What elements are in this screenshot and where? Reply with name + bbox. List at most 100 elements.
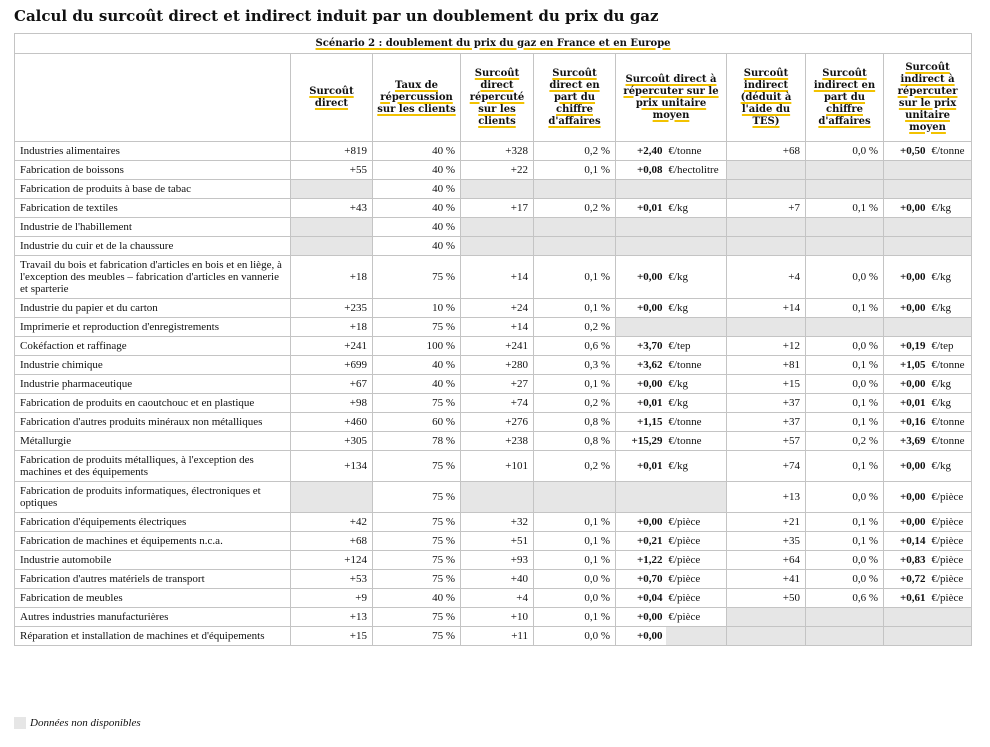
cell: 75 % [372, 512, 461, 532]
cell: +41 [726, 569, 806, 589]
cell: +1,05 [883, 355, 929, 375]
cell: €/pièce [665, 588, 727, 608]
cell: +0,01 [615, 450, 666, 482]
cell: +18 [290, 255, 373, 299]
cell: 60 % [372, 412, 461, 432]
table-row: Métallurgie +305 78 % +238 0,8 % +15,29 €/tonn… [14, 431, 973, 451]
cell: €/kg [928, 298, 973, 318]
cell: +21 [726, 512, 806, 532]
legend-swatch [14, 717, 26, 729]
column-header: Surcoût direct répercuté sur les clients [460, 53, 534, 142]
cell: 40 % [372, 217, 461, 237]
table-row: Fabrication de machines et équipements n… [14, 531, 973, 551]
cell: €/kg [665, 393, 727, 413]
cell: 0,1 % [805, 298, 884, 318]
cell: +0,14 [883, 531, 929, 551]
table-row: Fabrication d'équipements électriques +42… [14, 512, 973, 532]
cell: +3,69 [883, 431, 929, 451]
cell: 0,1 % [533, 531, 616, 551]
cell: 0,1 % [533, 374, 616, 394]
empty-cell [726, 160, 806, 180]
cell: +0,00 [615, 374, 666, 394]
cell: €/kg [928, 374, 973, 394]
column-header-text: Surcoût direct répercuté sur les clients [469, 67, 525, 127]
cell: €/pièce [928, 481, 973, 513]
row-label: Cokéfaction et raffinage [14, 336, 291, 356]
table-row: Fabrication de produits à base de tabac 4… [14, 179, 973, 199]
cell: €/tonne [665, 431, 727, 451]
cell: 0,1 % [805, 198, 884, 218]
table-row: Fabrication de textiles +43 40 % +17 0,2 % +0… [14, 198, 973, 218]
empty-cell [805, 160, 884, 180]
cell: €/tonne [928, 141, 973, 161]
cell: €/kg [665, 298, 727, 318]
cell: +0,16 [883, 412, 929, 432]
cell: 75 % [372, 550, 461, 570]
cell: 78 % [372, 431, 461, 451]
cell: €/pièce [665, 607, 727, 627]
column-header-text: Surcoût indirect en part du chiffre d'af… [813, 67, 876, 127]
empty-cell [928, 607, 973, 627]
cell: +134 [290, 450, 373, 482]
cell: +0,21 [615, 531, 666, 551]
table-row: Fabrication de meubles +9 40 % +4 0,0 % +0,04… [14, 588, 973, 608]
data-table: Scénario 2 : doublement du prix du gaz e… [13, 33, 973, 646]
column-header: Taux de répercussion sur les clients [372, 53, 461, 142]
empty-cell [533, 179, 616, 199]
cell: €/tonne [665, 141, 727, 161]
empty-cell [805, 626, 884, 646]
empty-cell [615, 236, 666, 256]
cell: €/tonne [665, 412, 727, 432]
empty-cell [726, 217, 806, 237]
row-label: Réparation et installation de machines e… [14, 626, 291, 646]
cell: +280 [460, 355, 534, 375]
cell: +0,83 [883, 550, 929, 570]
row-label: Fabrication de produits en caoutchouc et… [14, 393, 291, 413]
cell: +68 [290, 531, 373, 551]
cell: +1,22 [615, 550, 666, 570]
table-row: Industrie du cuir et de la chaussure 40 % [14, 236, 973, 256]
cell: €/pièce [928, 512, 973, 532]
empty-cell [805, 236, 884, 256]
cell: 75 % [372, 607, 461, 627]
empty-cell [883, 217, 929, 237]
cell: +37 [726, 393, 806, 413]
empty-cell [665, 481, 727, 513]
cell: 0,0 % [805, 569, 884, 589]
cell: 0,6 % [805, 588, 884, 608]
cell: +4 [460, 588, 534, 608]
empty-cell [883, 607, 929, 627]
empty-cell [883, 160, 929, 180]
table-row: Imprimerie et reproduction d'enregistrem… [14, 317, 973, 337]
table-row: Industries alimentaires +819 40 % +328 0,2 %… [14, 141, 973, 161]
row-label: Industrie de l'habillement [14, 217, 291, 237]
cell: €/pièce [928, 531, 973, 551]
cell: 10 % [372, 298, 461, 318]
empty-cell [726, 236, 806, 256]
row-label: Fabrication de produits à base de tabac [14, 179, 291, 199]
cell: 0,1 % [533, 512, 616, 532]
empty-cell [883, 236, 929, 256]
cell: +238 [460, 431, 534, 451]
cell: €/tonne [928, 412, 973, 432]
cell: +0,72 [883, 569, 929, 589]
cell: +17 [460, 198, 534, 218]
column-header-text: Surcoût indirect (déduit à l'aide du TES… [740, 67, 792, 127]
row-label: Fabrication d'autres matériels de transp… [14, 569, 291, 589]
empty-cell [726, 626, 806, 646]
table-row: Industrie pharmaceutique +67 40 % +27 0,1 % +… [14, 374, 973, 394]
cell: +328 [460, 141, 534, 161]
cell: +7 [726, 198, 806, 218]
cell: 0,0 % [805, 141, 884, 161]
table-row: Fabrication de produits métalliques, à l… [14, 450, 973, 482]
cell: 75 % [372, 255, 461, 299]
cell: 0,1 % [533, 160, 616, 180]
table-row: Fabrication d'autres matériels de transp… [14, 569, 973, 589]
empty-cell [726, 607, 806, 627]
cell: +35 [726, 531, 806, 551]
empty-cell [805, 317, 884, 337]
row-label: Fabrication de produits métalliques, à l… [14, 450, 291, 482]
empty-cell [665, 626, 727, 646]
empty-cell [726, 179, 806, 199]
cell: +0,19 [883, 336, 929, 356]
